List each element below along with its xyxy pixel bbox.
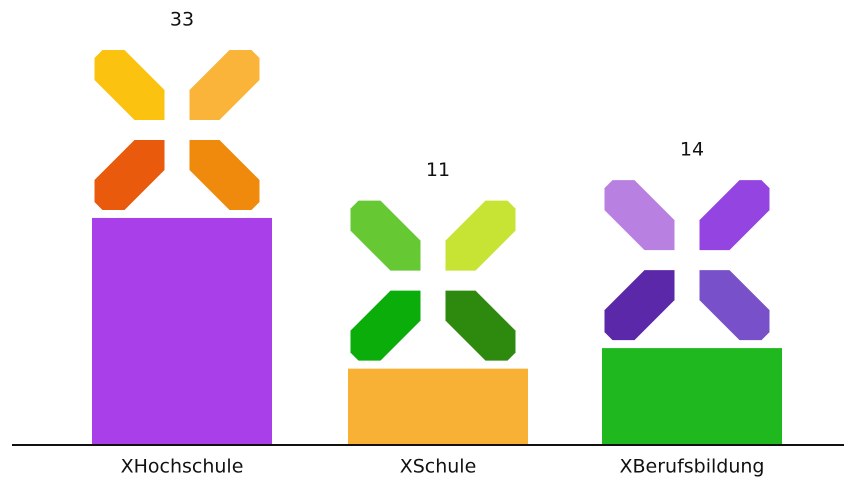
icon-arm <box>94 49 165 120</box>
icon-arm <box>189 139 260 210</box>
x-tick-label: XHochschule <box>121 456 244 478</box>
value-label: 11 <box>426 159 450 181</box>
icon-arm <box>604 180 675 251</box>
x-tick-label: XSchule <box>400 456 477 478</box>
bar <box>602 348 782 444</box>
icon-arm <box>189 49 260 120</box>
icon-arm <box>94 139 165 210</box>
value-label: 33 <box>170 8 194 30</box>
icon-arm <box>350 290 421 361</box>
icon-arm <box>604 270 675 341</box>
icon-arm <box>699 270 770 341</box>
icon-arm <box>350 200 421 271</box>
x-icon <box>350 200 516 361</box>
icon-arm <box>699 180 770 251</box>
icon-arm <box>445 200 516 271</box>
bar <box>92 217 272 444</box>
value-label: 14 <box>680 139 704 161</box>
bar <box>348 368 528 444</box>
x-icon <box>604 180 770 341</box>
icon-arm <box>445 290 516 361</box>
x-icon <box>94 49 260 210</box>
x-tick-label: XBerufsbildung <box>619 456 764 478</box>
